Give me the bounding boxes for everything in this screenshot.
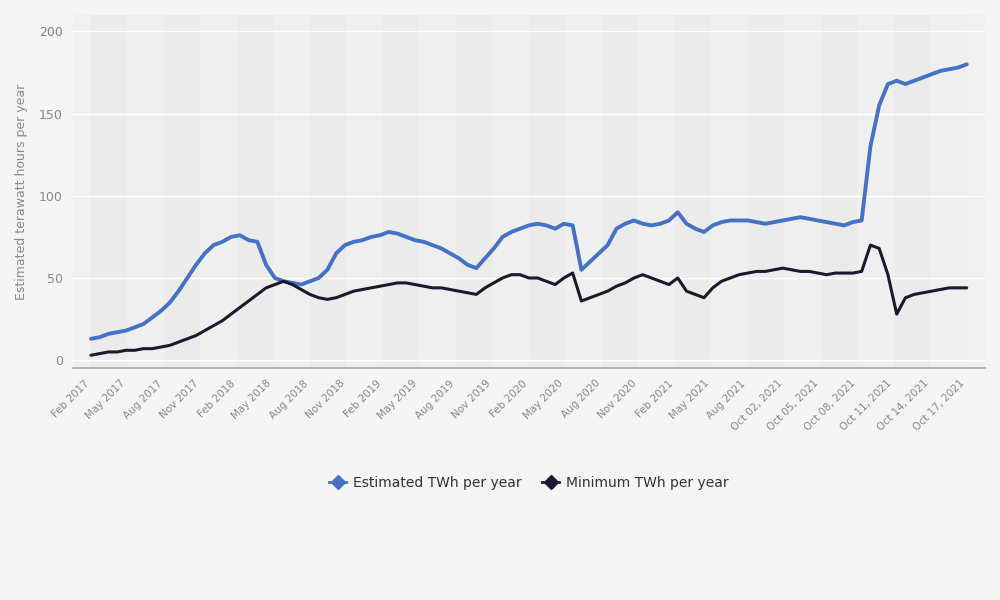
Minimum TWh per year [304,291,316,298]
Bar [638,15,675,368]
Bar [127,15,164,368]
Bar [383,15,419,368]
Bar [310,15,346,368]
Bar [492,15,529,368]
Bar [346,15,383,368]
Estimated TWh per year [961,61,973,68]
Legend: Estimated TWh per year, Minimum TWh per year: Estimated TWh per year, Minimum TWh per … [324,470,734,496]
Bar [529,15,565,368]
Bar [675,15,711,368]
Bar [565,15,602,368]
Estimated TWh per year [146,314,158,321]
Minimum TWh per year [146,345,158,352]
Bar [748,15,784,368]
Minimum TWh per year [610,283,622,290]
Bar [200,15,237,368]
Bar [930,15,967,368]
Bar [784,15,821,368]
Bar [857,15,894,368]
Estimated TWh per year [698,229,710,236]
Bar [456,15,492,368]
Minimum TWh per year [85,352,97,359]
Minimum TWh per year [488,280,500,287]
Bar [164,15,200,368]
Y-axis label: Estimated terawatt hours per year: Estimated terawatt hours per year [15,83,28,300]
Bar [821,15,857,368]
Estimated TWh per year [488,245,500,252]
Estimated TWh per year [85,335,97,343]
Bar [273,15,310,368]
Minimum TWh per year [742,269,754,277]
Minimum TWh per year [698,294,710,301]
Bar [91,15,127,368]
Estimated TWh per year [304,278,316,285]
Estimated TWh per year [742,217,754,224]
Line: Estimated TWh per year: Estimated TWh per year [91,64,967,339]
Bar [711,15,748,368]
Bar [419,15,456,368]
Bar [602,15,638,368]
Minimum TWh per year [961,284,973,292]
Bar [894,15,930,368]
Bar [237,15,273,368]
Estimated TWh per year [610,225,622,232]
Minimum TWh per year [864,242,876,249]
Line: Minimum TWh per year: Minimum TWh per year [91,245,967,355]
